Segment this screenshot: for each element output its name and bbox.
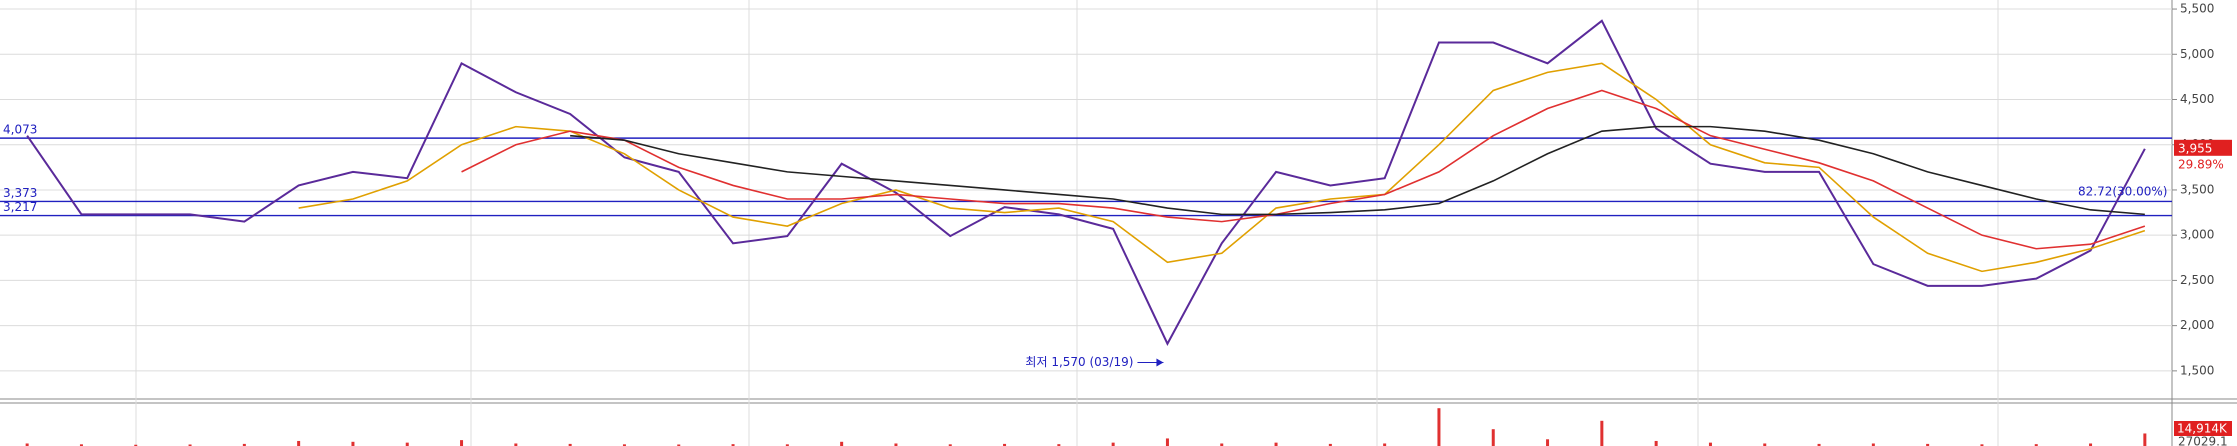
volume-bar [79,444,83,446]
volume-bar [1383,443,1387,446]
series-line [570,125,2145,216]
reference-label: 4,073 [3,123,37,137]
volume-bar [894,443,898,446]
volume-bar [1871,443,1875,446]
y-tick-label: 5,500 [2180,2,2214,16]
annotation: 최저 1,570 (03/19) [1025,355,1133,369]
volume-bar [25,443,29,446]
reference-label: 3,373 [3,186,37,200]
series-line [298,62,2146,273]
y-tick-label: 3,500 [2180,182,2214,196]
change-label: 29.89% [2178,157,2224,171]
volume-bar [1546,439,1550,446]
volume-bar [1165,438,1169,446]
volume-axis-label: 27029.1 [2178,435,2228,446]
vertical-grid [135,0,1999,446]
volume-bar [351,441,355,446]
volume-bar [1763,443,1767,446]
volume-bar [460,440,464,446]
volume-bar [785,444,789,446]
y-tick-label: 5,000 [2180,47,2214,61]
volume-bar [568,443,572,446]
volume-label-box [2174,421,2232,436]
volume-bar [1491,429,1495,446]
volume-bar [840,441,844,446]
last-price-label: 3,955 [2178,141,2212,155]
volume-bar [622,444,626,446]
volume-bar [677,444,681,446]
volume-bar [134,444,138,446]
target-label: 82.72(30.00%) [2078,185,2167,199]
volume-bar [948,444,952,446]
volume-bar [2143,433,2147,446]
volume-bar [1437,408,1441,446]
volume-bar [405,442,409,446]
y-tick-label: 4,500 [2180,92,2214,106]
series-line [26,19,2146,346]
volume-bar [1600,420,1604,446]
volume-bar [1003,443,1007,446]
y-tick-label: 1,500 [2180,363,2214,377]
volume-bar [1328,443,1332,446]
volume-bar [1057,444,1061,446]
volume-bar [731,444,735,446]
volume-bar [1817,443,1821,446]
volume-bar [1980,444,1984,446]
volume-bar [1654,440,1658,446]
volume-bar [1274,442,1278,446]
annotation-arrowhead [1156,358,1164,367]
series-line [461,89,2146,250]
y-tick-label: 2,000 [2180,318,2214,332]
volume-bar [2089,443,2093,446]
volume-bar [242,443,246,446]
y-tick-label: 3,000 [2180,228,2214,242]
volume-bar [514,443,518,446]
volume-value-label: 14,914K [2177,422,2228,436]
volume-bar [188,444,192,446]
last-price-box [2174,139,2232,156]
y-tick-label: 2,500 [2180,273,2214,287]
volume-bar [2034,444,2038,446]
volume-bar [1708,442,1712,446]
volume-bar [1926,443,1930,446]
volume-bar [1220,443,1224,446]
volume-bar [1111,442,1115,446]
volume-bar [297,440,301,446]
reference-label: 3,217 [3,200,37,214]
